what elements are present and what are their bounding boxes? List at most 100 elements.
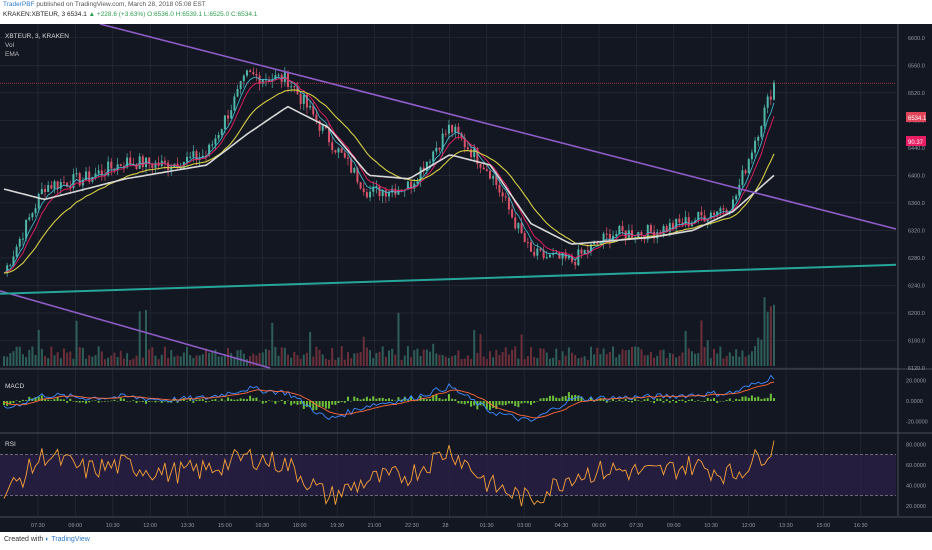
candle-body [640,232,643,236]
candle-body [362,188,365,193]
volume-bar [220,356,223,366]
macd-histogram-bar [769,393,772,401]
candle-body [40,189,43,194]
volume-bar [754,346,757,366]
volume-bar [233,356,236,366]
volume-bar [255,355,258,366]
volume-bar [769,306,772,366]
volume-bar [766,311,769,366]
volume-bar [189,355,192,366]
last-price-tag: 6534.1 [906,112,927,122]
volume-bar [318,349,321,366]
candle-body [167,162,170,171]
time-axis-label: 12:00 [742,523,756,529]
macd-histogram-bar [318,401,321,408]
macd-histogram-bar [589,397,592,401]
macd-histogram-bar [91,400,94,402]
candle-body [773,82,775,100]
volume-bar [138,311,141,366]
candle-body [141,156,144,168]
tradingview-brand[interactable]: TradingView [51,536,90,543]
candle-body [227,115,230,119]
tradingview-logo-icon[interactable]: ◐ [45,536,50,543]
svg-text:90.37: 90.37 [908,140,924,146]
candle-body [356,167,359,183]
volume-bar [394,354,397,366]
volume-bar [312,356,315,366]
author-link[interactable]: TraderPBF [3,1,35,8]
time-axis-label: 15:00 [816,523,830,529]
macd-histogram-bar [460,401,463,404]
candle-body [293,86,296,88]
macd-histogram-bar [384,399,387,401]
macd-histogram-bar [725,399,728,401]
volume-bar [773,304,775,366]
volume-bar [302,354,305,366]
candle-body [163,160,166,163]
macd-histogram-bar [618,399,621,401]
candle-body [615,234,618,236]
candle-body [649,225,652,232]
candle-body [738,184,741,196]
volume-bar [97,346,100,366]
support-trendline [0,263,897,295]
time-axis-label: 21:00 [368,523,382,529]
chart-area[interactable]: 6600.06560.06520.06480.06440.06400.06360… [0,23,932,532]
main-pane-title: XBTEUR, 3, KRAKEN [5,33,69,40]
time-axis-label: 28 [442,523,448,529]
macd-histogram-bar [555,397,558,401]
candle-body [62,182,65,184]
candle-body [394,188,397,195]
macd-histogram-bar [50,400,53,401]
candle-body [694,220,697,223]
macd-histogram-bar [564,395,567,401]
volume-bar [406,346,409,366]
chart-canvas[interactable]: 6600.06560.06520.06480.06440.06400.06360… [0,23,932,532]
candle-body [586,250,589,252]
macd-histogram-bar [750,395,753,401]
macd-histogram-bar [271,400,274,402]
candle-body [507,197,510,210]
macd-histogram-bar [608,401,611,402]
macd-histogram-bar [552,395,555,401]
volume-bar [160,354,163,366]
macd-histogram-bar [665,399,668,401]
volume-bar [444,356,447,366]
macd-histogram-bar [558,398,561,401]
volume-bar [85,358,88,366]
macd-histogram-bar [438,398,441,401]
price-axis-label: 6160.0 [908,338,925,344]
candle-body [264,79,267,81]
macd-histogram-bar [571,395,574,401]
volume-bar [198,355,201,366]
candle-body [236,88,239,97]
volume-bar [580,357,583,366]
volume-bar [53,355,56,366]
candle-body [132,164,135,166]
macd-histogram-bar [321,401,324,407]
macd-histogram-bar [148,401,151,402]
volume-bar [145,310,148,366]
volume-bar [15,346,18,366]
volume-bar [381,346,384,366]
price-axis-label: 6520.0 [908,91,925,97]
macd-histogram-bar [690,399,693,401]
candle-body [571,255,574,262]
candle-body [37,193,40,209]
volume-bar [391,348,394,366]
macd-histogram-bar [624,399,627,401]
rsi-axis-label: 60.0000 [906,463,926,469]
volume-bar [656,355,659,366]
macd-histogram-bar [454,399,457,401]
macd-histogram-bar [21,399,24,401]
candle-body [375,186,378,188]
candle-body [735,195,738,200]
volume-bar [116,356,119,366]
volume-bar [757,337,760,366]
candle-body [94,173,97,177]
macd-histogram-bar [75,401,78,403]
volume-bar [287,354,290,366]
price-axis-label: 6360.0 [908,201,925,207]
volume-bar [709,358,712,366]
macd-histogram-bar [413,400,416,402]
